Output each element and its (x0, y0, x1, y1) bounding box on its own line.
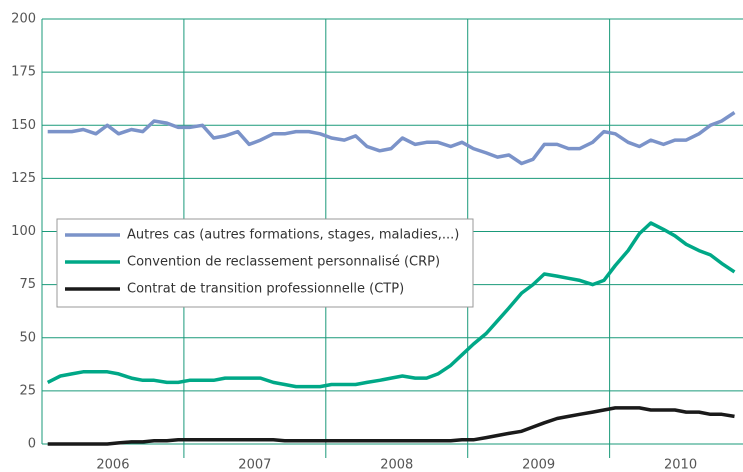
legend: Autres cas (autres formations, stages, m… (56, 218, 474, 308)
series-line (47, 406, 735, 446)
series-line (47, 111, 736, 166)
x-tick-label: 2008 (380, 458, 413, 472)
legend-box (56, 218, 474, 308)
y-tick-label: 75 (19, 277, 36, 292)
y-tick-label: 175 (11, 65, 36, 80)
x-tick-label: 2006 (96, 458, 129, 472)
legend-label: Convention de reclassement personnalisé … (127, 255, 440, 270)
y-tick-label: 200 (11, 12, 36, 27)
y-tick-label: 50 (19, 330, 36, 345)
x-tick-label: 2007 (238, 458, 271, 472)
x-tick-label: 2009 (522, 458, 555, 472)
y-tick-label: 150 (11, 118, 36, 133)
series-line (46, 221, 736, 389)
x-tick-label: 2010 (664, 458, 697, 472)
y-tick-label: 125 (11, 171, 36, 186)
y-tick-label: 100 (11, 224, 36, 239)
legend-label: Autres cas (autres formations, stages, m… (127, 228, 459, 243)
y-tick-label: 25 (19, 383, 36, 398)
y-tick-label: 0 (28, 437, 36, 452)
legend-label: Contrat de transition professionnelle (C… (127, 282, 404, 297)
